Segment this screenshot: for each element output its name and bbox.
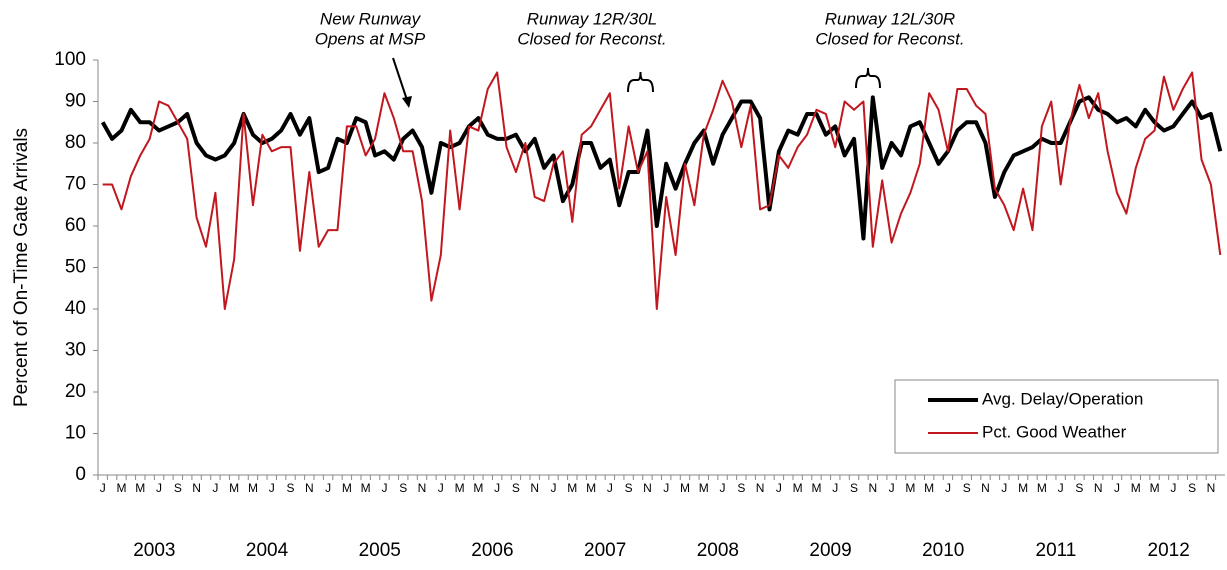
x-tick-label: N bbox=[756, 481, 765, 495]
x-tick-label: J bbox=[100, 481, 106, 495]
x-tick-label: S bbox=[287, 481, 295, 495]
year-label: 2004 bbox=[246, 540, 289, 561]
year-label: 2008 bbox=[697, 540, 739, 561]
y-tick-label: 40 bbox=[65, 298, 86, 319]
x-tick-label: J bbox=[945, 481, 951, 495]
year-label: 2003 bbox=[133, 540, 175, 561]
annotation: Runway 12L/30R bbox=[825, 9, 955, 28]
x-tick-label: J bbox=[1001, 481, 1007, 495]
annotation-arrowhead bbox=[402, 96, 412, 108]
y-tick-label: 90 bbox=[65, 91, 86, 112]
x-tick-label: N bbox=[418, 481, 427, 495]
x-tick-label: J bbox=[1058, 481, 1064, 495]
x-tick-label: N bbox=[192, 481, 201, 495]
x-tick-label: J bbox=[269, 481, 275, 495]
legend-label: Avg. Delay/Operation bbox=[982, 389, 1143, 408]
x-tick-label: S bbox=[737, 481, 745, 495]
x-tick-label: S bbox=[625, 481, 633, 495]
x-tick-label: J bbox=[1114, 481, 1120, 495]
x-tick-label: N bbox=[305, 481, 314, 495]
x-tick-label: J bbox=[212, 481, 218, 495]
year-label: 2007 bbox=[584, 540, 626, 561]
x-tick-label: M bbox=[905, 481, 915, 495]
x-tick-label: M bbox=[811, 481, 821, 495]
annotation: New Runway bbox=[320, 9, 422, 28]
x-tick-label: J bbox=[832, 481, 838, 495]
x-tick-label: N bbox=[1094, 481, 1103, 495]
x-tick-label: N bbox=[1207, 481, 1216, 495]
x-tick-label: N bbox=[868, 481, 877, 495]
x-tick-label: M bbox=[1131, 481, 1141, 495]
x-tick-label: M bbox=[699, 481, 709, 495]
x-tick-label: M bbox=[116, 481, 126, 495]
x-tick-label: J bbox=[1170, 481, 1176, 495]
x-tick-label: M bbox=[567, 481, 577, 495]
x-tick-label: M bbox=[455, 481, 465, 495]
x-tick-label: J bbox=[381, 481, 387, 495]
x-tick-label: J bbox=[156, 481, 162, 495]
x-tick-label: N bbox=[981, 481, 990, 495]
y-tick-label: 80 bbox=[65, 132, 86, 153]
y-tick-label: 70 bbox=[65, 174, 86, 195]
x-tick-label: S bbox=[850, 481, 858, 495]
x-tick-label: S bbox=[963, 481, 971, 495]
x-tick-label: J bbox=[494, 481, 500, 495]
x-tick-label: J bbox=[550, 481, 556, 495]
year-label: 2011 bbox=[1036, 540, 1077, 561]
y-tick-label: 50 bbox=[65, 257, 86, 278]
annotation: Opens at MSP bbox=[315, 29, 426, 48]
y-tick-label: 10 bbox=[65, 423, 86, 444]
y-tick-label: 60 bbox=[65, 215, 86, 236]
series-line bbox=[100, 95, 1223, 241]
x-tick-label: S bbox=[1188, 481, 1196, 495]
year-label: 2006 bbox=[471, 540, 513, 561]
year-label: 2012 bbox=[1148, 540, 1190, 561]
annotation-brace bbox=[627, 71, 654, 93]
y-tick-label: 100 bbox=[54, 49, 86, 70]
x-tick-label: J bbox=[889, 481, 895, 495]
x-tick-label: M bbox=[1018, 481, 1028, 495]
legend-box bbox=[894, 379, 1219, 454]
x-tick-label: M bbox=[1037, 481, 1047, 495]
y-tick-label: 20 bbox=[65, 381, 86, 402]
series-line bbox=[102, 71, 1222, 310]
x-tick-label: J bbox=[607, 481, 613, 495]
year-label: 2009 bbox=[809, 540, 851, 561]
x-tick-label: M bbox=[229, 481, 239, 495]
legend-label: Pct. Good Weather bbox=[982, 422, 1127, 441]
x-tick-label: S bbox=[512, 481, 520, 495]
annotation: Closed for Reconst. bbox=[815, 29, 964, 48]
x-tick-label: M bbox=[361, 481, 371, 495]
x-tick-label: M bbox=[1150, 481, 1160, 495]
x-tick-label: N bbox=[530, 481, 539, 495]
x-tick-label: J bbox=[720, 481, 726, 495]
annotation: Runway 12R/30L bbox=[527, 9, 657, 28]
x-tick-label: M bbox=[680, 481, 690, 495]
annotation-brace bbox=[855, 67, 881, 89]
y-tick-label: 0 bbox=[75, 464, 86, 485]
x-tick-label: J bbox=[325, 481, 331, 495]
x-tick-label: S bbox=[174, 481, 182, 495]
annotation: Closed for Reconst. bbox=[517, 29, 666, 48]
x-tick-label: M bbox=[586, 481, 596, 495]
year-label: 2005 bbox=[359, 540, 401, 561]
x-tick-label: J bbox=[776, 481, 782, 495]
x-tick-label: J bbox=[663, 481, 669, 495]
year-label: 2010 bbox=[922, 540, 964, 561]
x-tick-label: M bbox=[473, 481, 483, 495]
x-tick-label: M bbox=[135, 481, 145, 495]
x-tick-label: M bbox=[793, 481, 803, 495]
y-axis-label: Percent of On-Time Gate Arrivals bbox=[11, 128, 32, 407]
x-tick-label: S bbox=[399, 481, 407, 495]
y-tick-label: 30 bbox=[65, 340, 86, 361]
x-tick-label: M bbox=[342, 481, 352, 495]
x-tick-label: S bbox=[1075, 481, 1083, 495]
x-tick-label: M bbox=[924, 481, 934, 495]
x-tick-label: J bbox=[438, 481, 444, 495]
x-tick-label: N bbox=[643, 481, 652, 495]
x-tick-label: M bbox=[248, 481, 258, 495]
